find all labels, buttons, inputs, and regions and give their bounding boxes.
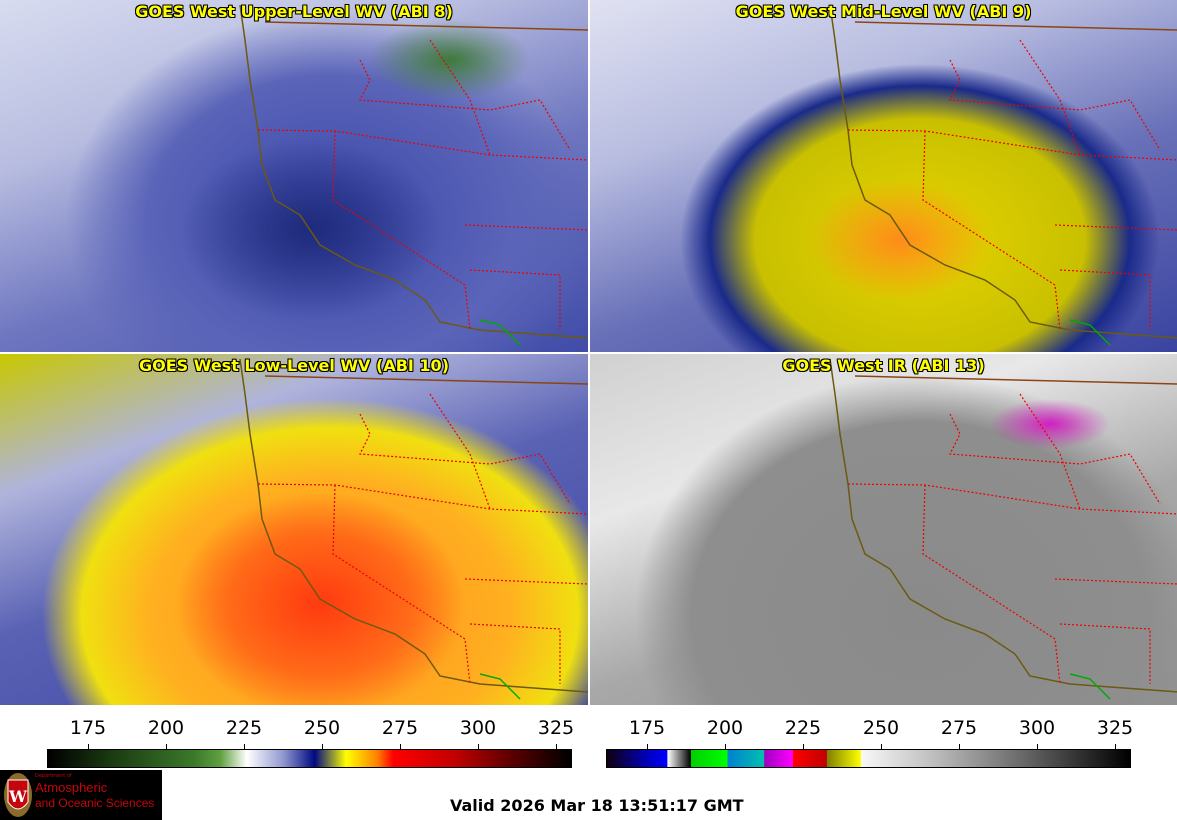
colorbar-tick-label: 275 bbox=[940, 717, 978, 739]
colorbar-tick bbox=[244, 744, 245, 749]
colorbar-tick bbox=[478, 744, 479, 749]
wv-colorbar bbox=[47, 749, 572, 768]
colorbar-tick bbox=[1115, 744, 1116, 749]
colorbar-tick bbox=[166, 744, 167, 749]
map-overlay bbox=[239, 358, 588, 700]
panel-title: GOES West IR (ABI 13) bbox=[782, 356, 985, 375]
colorbar-tick-label: 175 bbox=[69, 717, 107, 739]
upper-level-wv-panel: GOES West Upper-Level WV (ABI 8) bbox=[0, 0, 588, 352]
aos-logo: W Department of Atmospheric and Oceanic … bbox=[0, 770, 162, 820]
colorbar-tick bbox=[1037, 744, 1038, 749]
ir-colorbar bbox=[606, 749, 1131, 768]
colorbar-tick-label: 275 bbox=[381, 717, 419, 739]
colorbar-tick bbox=[647, 744, 648, 749]
colorbar-tick bbox=[725, 744, 726, 749]
colorbar-tick-label: 250 bbox=[303, 717, 341, 739]
colorbar-tick bbox=[322, 744, 323, 749]
logo-line2: and Oceanic Sciences bbox=[35, 796, 155, 810]
logo-line1: Atmospheric bbox=[35, 780, 108, 795]
low-level-wv-panel: GOES West Low-Level WV (ABI 10) bbox=[0, 354, 588, 705]
colorbar-tick-label: 300 bbox=[459, 717, 497, 739]
colorbar-tick-label: 250 bbox=[862, 717, 900, 739]
colorbar-tick bbox=[556, 744, 557, 749]
mid-level-wv-panel: GOES West Mid-Level WV (ABI 9) bbox=[590, 0, 1177, 352]
panel-title: GOES West Upper-Level WV (ABI 8) bbox=[135, 2, 453, 21]
colorbar-tick bbox=[959, 744, 960, 749]
colorbar-tick-label: 200 bbox=[147, 717, 185, 739]
map-overlay bbox=[239, 4, 588, 346]
colorbar-tick-label: 225 bbox=[784, 717, 822, 739]
svg-text:W: W bbox=[8, 787, 28, 806]
ir-panel: GOES West IR (ABI 13) bbox=[590, 354, 1177, 705]
map-overlay bbox=[829, 4, 1177, 346]
valid-time: Valid 2026 Mar 18 13:51:17 GMT bbox=[450, 796, 744, 815]
colorbar-tick-label: 225 bbox=[225, 717, 263, 739]
colorbar-tick-label: 175 bbox=[628, 717, 666, 739]
colorbar-tick-label: 300 bbox=[1018, 717, 1056, 739]
colorbar-tick-label: 200 bbox=[706, 717, 744, 739]
map-overlay bbox=[829, 358, 1177, 700]
logo-department: Department of bbox=[35, 773, 72, 779]
colorbar-tick bbox=[881, 744, 882, 749]
panel-title: GOES West Low-Level WV (ABI 10) bbox=[138, 356, 449, 375]
colorbar-tick bbox=[803, 744, 804, 749]
colorbar-tick bbox=[88, 744, 89, 749]
colorbar-tick-label: 325 bbox=[537, 717, 575, 739]
colorbar-tick bbox=[400, 744, 401, 749]
uw-seal-icon: W bbox=[4, 773, 32, 817]
colorbar-tick-label: 325 bbox=[1096, 717, 1134, 739]
panel-title: GOES West Mid-Level WV (ABI 9) bbox=[735, 2, 1032, 21]
